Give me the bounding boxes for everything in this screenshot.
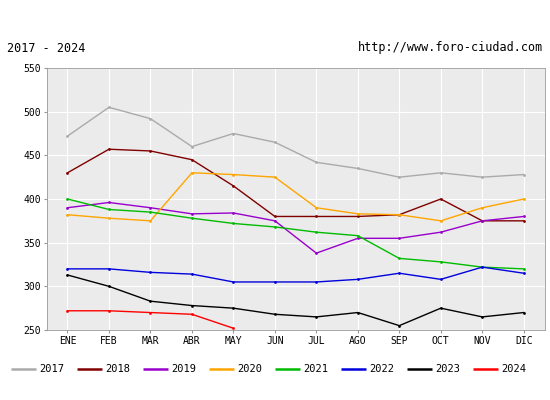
Text: 2024: 2024 xyxy=(502,364,526,374)
Text: 2019: 2019 xyxy=(172,364,196,374)
Text: 2017 - 2024: 2017 - 2024 xyxy=(7,42,85,54)
Text: 2023: 2023 xyxy=(436,364,460,374)
Text: 2021: 2021 xyxy=(304,364,328,374)
Text: Evolucion del paro registrado en Silleda: Evolucion del paro registrado en Silleda xyxy=(129,10,421,25)
Text: 2017: 2017 xyxy=(40,364,64,374)
Text: http://www.foro-ciudad.com: http://www.foro-ciudad.com xyxy=(358,42,543,54)
Text: 2020: 2020 xyxy=(238,364,262,374)
Text: 2018: 2018 xyxy=(106,364,130,374)
Text: 2022: 2022 xyxy=(370,364,394,374)
